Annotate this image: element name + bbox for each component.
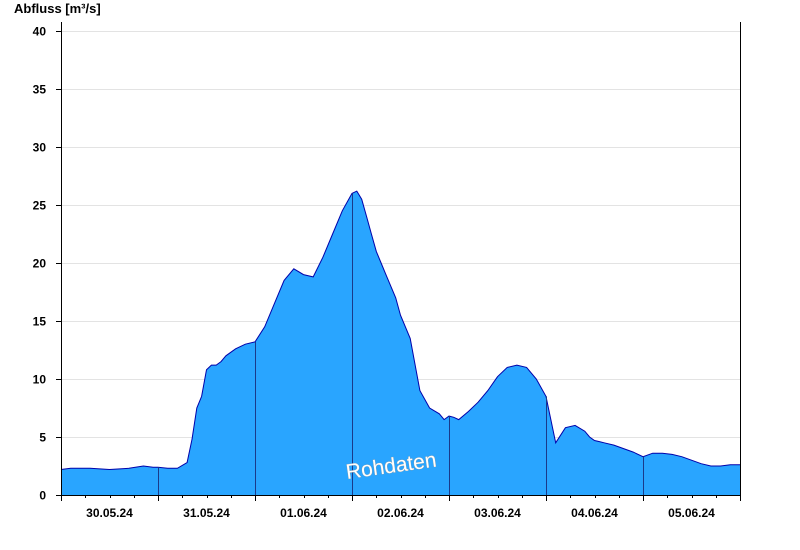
y-tick-label: 40 [33, 25, 47, 39]
x-tick-label: 31.05.24 [183, 506, 230, 520]
y-tick-label: 15 [33, 315, 47, 329]
x-tick-label: 03.06.24 [474, 506, 521, 520]
x-tick-label: 05.06.24 [668, 506, 715, 520]
y-tick-labels: 0 5 10 15 20 25 30 35 40 [33, 25, 47, 503]
x-tick-label: 30.05.24 [86, 506, 133, 520]
y-tick-label: 20 [33, 257, 47, 271]
x-tick-label: 01.06.24 [280, 506, 327, 520]
series-fill [61, 191, 740, 495]
x-tick-label: 04.06.24 [571, 506, 618, 520]
axes [56, 22, 741, 501]
series-line [60, 190, 740, 471]
x-tick-label: 02.06.24 [377, 506, 424, 520]
series-area [60, 190, 740, 495]
y-tick-label: 35 [33, 83, 47, 97]
y-tick-label: 30 [33, 141, 47, 155]
y-tick-label: 10 [33, 373, 47, 387]
y-tick-label: 0 [39, 489, 46, 503]
x-tick-labels: 30.05.24 31.05.24 01.06.24 02.06.24 03.06.24… [86, 506, 715, 520]
y-tick-label: 5 [39, 431, 46, 445]
y-tick-label: 25 [33, 199, 47, 213]
y-axis-label: Abfluss [m³/s] [14, 1, 101, 16]
day-dividers [158, 193, 644, 495]
